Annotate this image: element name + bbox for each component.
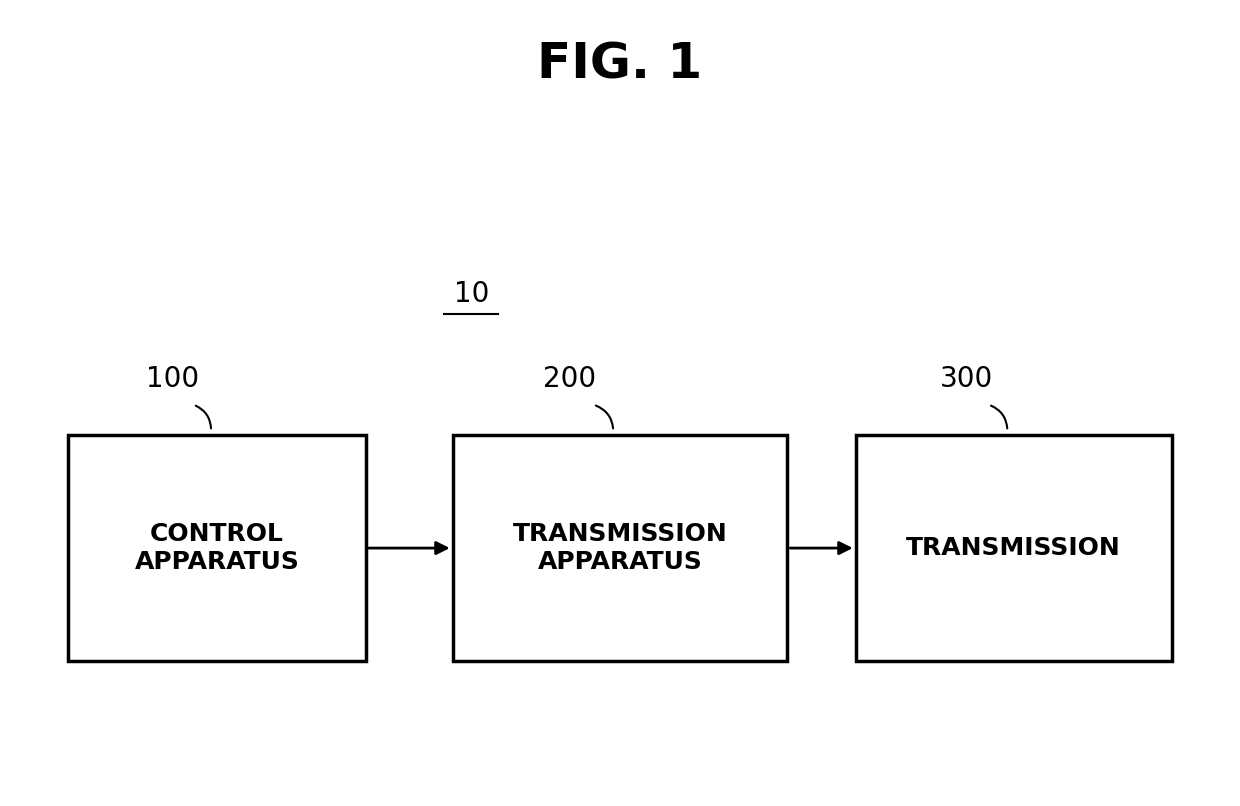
Bar	[856, 435, 1172, 661]
Text: TRANSMISSION: TRANSMISSION	[906, 536, 1121, 560]
Text: 10: 10	[454, 280, 489, 308]
Text: 200: 200	[543, 365, 596, 393]
Bar	[68, 435, 366, 661]
Text: FIG. 1: FIG. 1	[537, 40, 703, 89]
Text: 300: 300	[940, 365, 993, 393]
Text: CONTROL
APPARATUS: CONTROL APPARATUS	[135, 522, 299, 574]
Bar	[453, 435, 787, 661]
Text: 100: 100	[146, 365, 198, 393]
Text: TRANSMISSION
APPARATUS: TRANSMISSION APPARATUS	[512, 522, 728, 574]
